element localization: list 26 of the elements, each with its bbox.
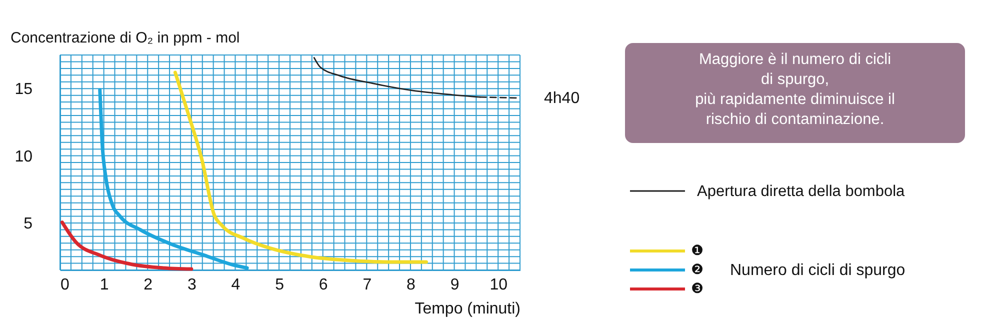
x-tick-label: 2 [144,276,153,294]
y-tick-label: 5 [24,215,33,232]
x-tick-label: 1 [100,276,109,294]
x-tick-label: 0 [60,276,70,294]
x-axis-title: Tempo (minuti) [414,300,520,318]
x-tick-label: 3 [187,276,196,294]
legend-title: Numero di cicli di spurgo [730,262,906,279]
legend-label: ❶ [691,242,704,258]
x-tick-label: 9 [450,276,460,294]
line-series [60,220,194,271]
x-tick-label: 7 [362,276,372,294]
legend-label: ❷ [691,261,704,277]
y-tick-label: 15 [14,81,33,98]
x-tick-label: 4 [231,276,240,294]
line-series [98,88,249,270]
line-series [173,70,428,264]
text: Maggiore è il numero di cicli di spurgo, più rapidamente diminuisce il rischio di contaminazione. [695,51,895,128]
x-tick-label: 8 [406,276,416,294]
y-axis-title: Concentrazione di O₂ in ppm - mol [10,30,240,46]
legend-label: Apertura diretta della bombola [697,183,906,200]
x-tick-label: 10 [490,276,508,294]
x-tick-label: 6 [318,276,328,294]
y-tick-label: 10 [14,148,33,166]
x-tick-label: 5 [275,276,284,294]
legend-label: ❸ [691,280,704,296]
annotation: 4h40 [544,90,580,107]
